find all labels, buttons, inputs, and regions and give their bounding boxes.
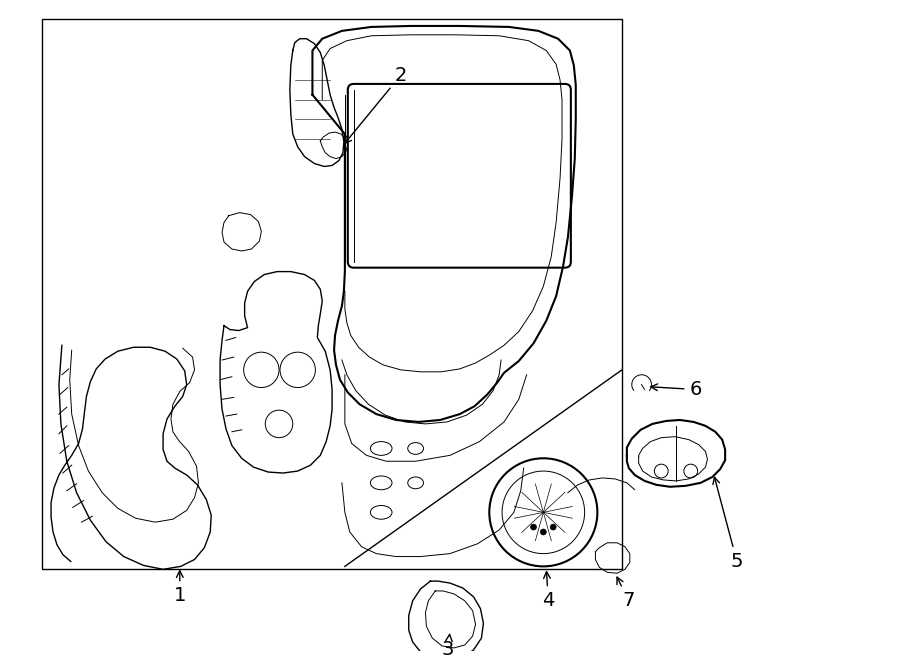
Circle shape [550, 524, 556, 530]
Circle shape [531, 524, 536, 530]
Text: 3: 3 [442, 635, 454, 660]
Circle shape [540, 529, 546, 535]
Bar [42, 19, 622, 569]
Text: 4: 4 [542, 572, 554, 610]
Text: 7: 7 [617, 577, 635, 610]
Text: 5: 5 [713, 477, 743, 571]
Text: 2: 2 [345, 65, 407, 143]
Text: 6: 6 [651, 380, 702, 399]
Text: 1: 1 [174, 570, 186, 605]
